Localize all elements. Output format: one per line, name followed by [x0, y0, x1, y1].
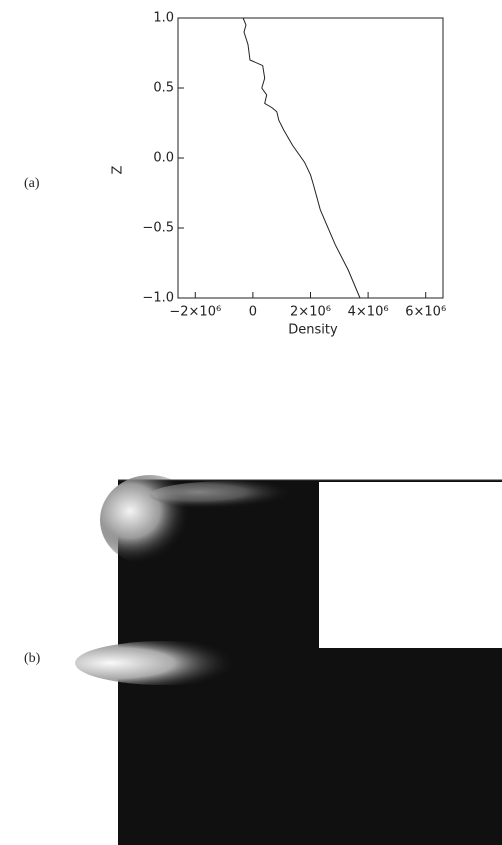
y-tick-label: 0.0 — [153, 151, 174, 166]
plot-frame — [177, 17, 444, 299]
x-tick-label: 0 — [249, 305, 257, 320]
x-tick-label: 6×10⁶ — [405, 305, 446, 320]
y-tick-label: 1.0 — [153, 11, 174, 26]
x-tick-label: 2×10⁶ — [290, 305, 331, 320]
data-line — [242, 17, 361, 299]
x-axis-label: Density — [288, 323, 338, 338]
x-tick-label: 4×10⁶ — [348, 305, 389, 320]
y-tick-label: −0.5 — [142, 221, 174, 236]
image-panel — [75, 475, 502, 845]
panel-label: (b) — [24, 651, 41, 666]
y-tick-label: 0.5 — [153, 81, 174, 96]
y-axis-label: Z — [111, 165, 126, 174]
x-tick-label: −2×10⁶ — [169, 305, 221, 320]
panel-label: (a) — [24, 176, 40, 191]
y-tick-label: −1.0 — [142, 291, 174, 306]
